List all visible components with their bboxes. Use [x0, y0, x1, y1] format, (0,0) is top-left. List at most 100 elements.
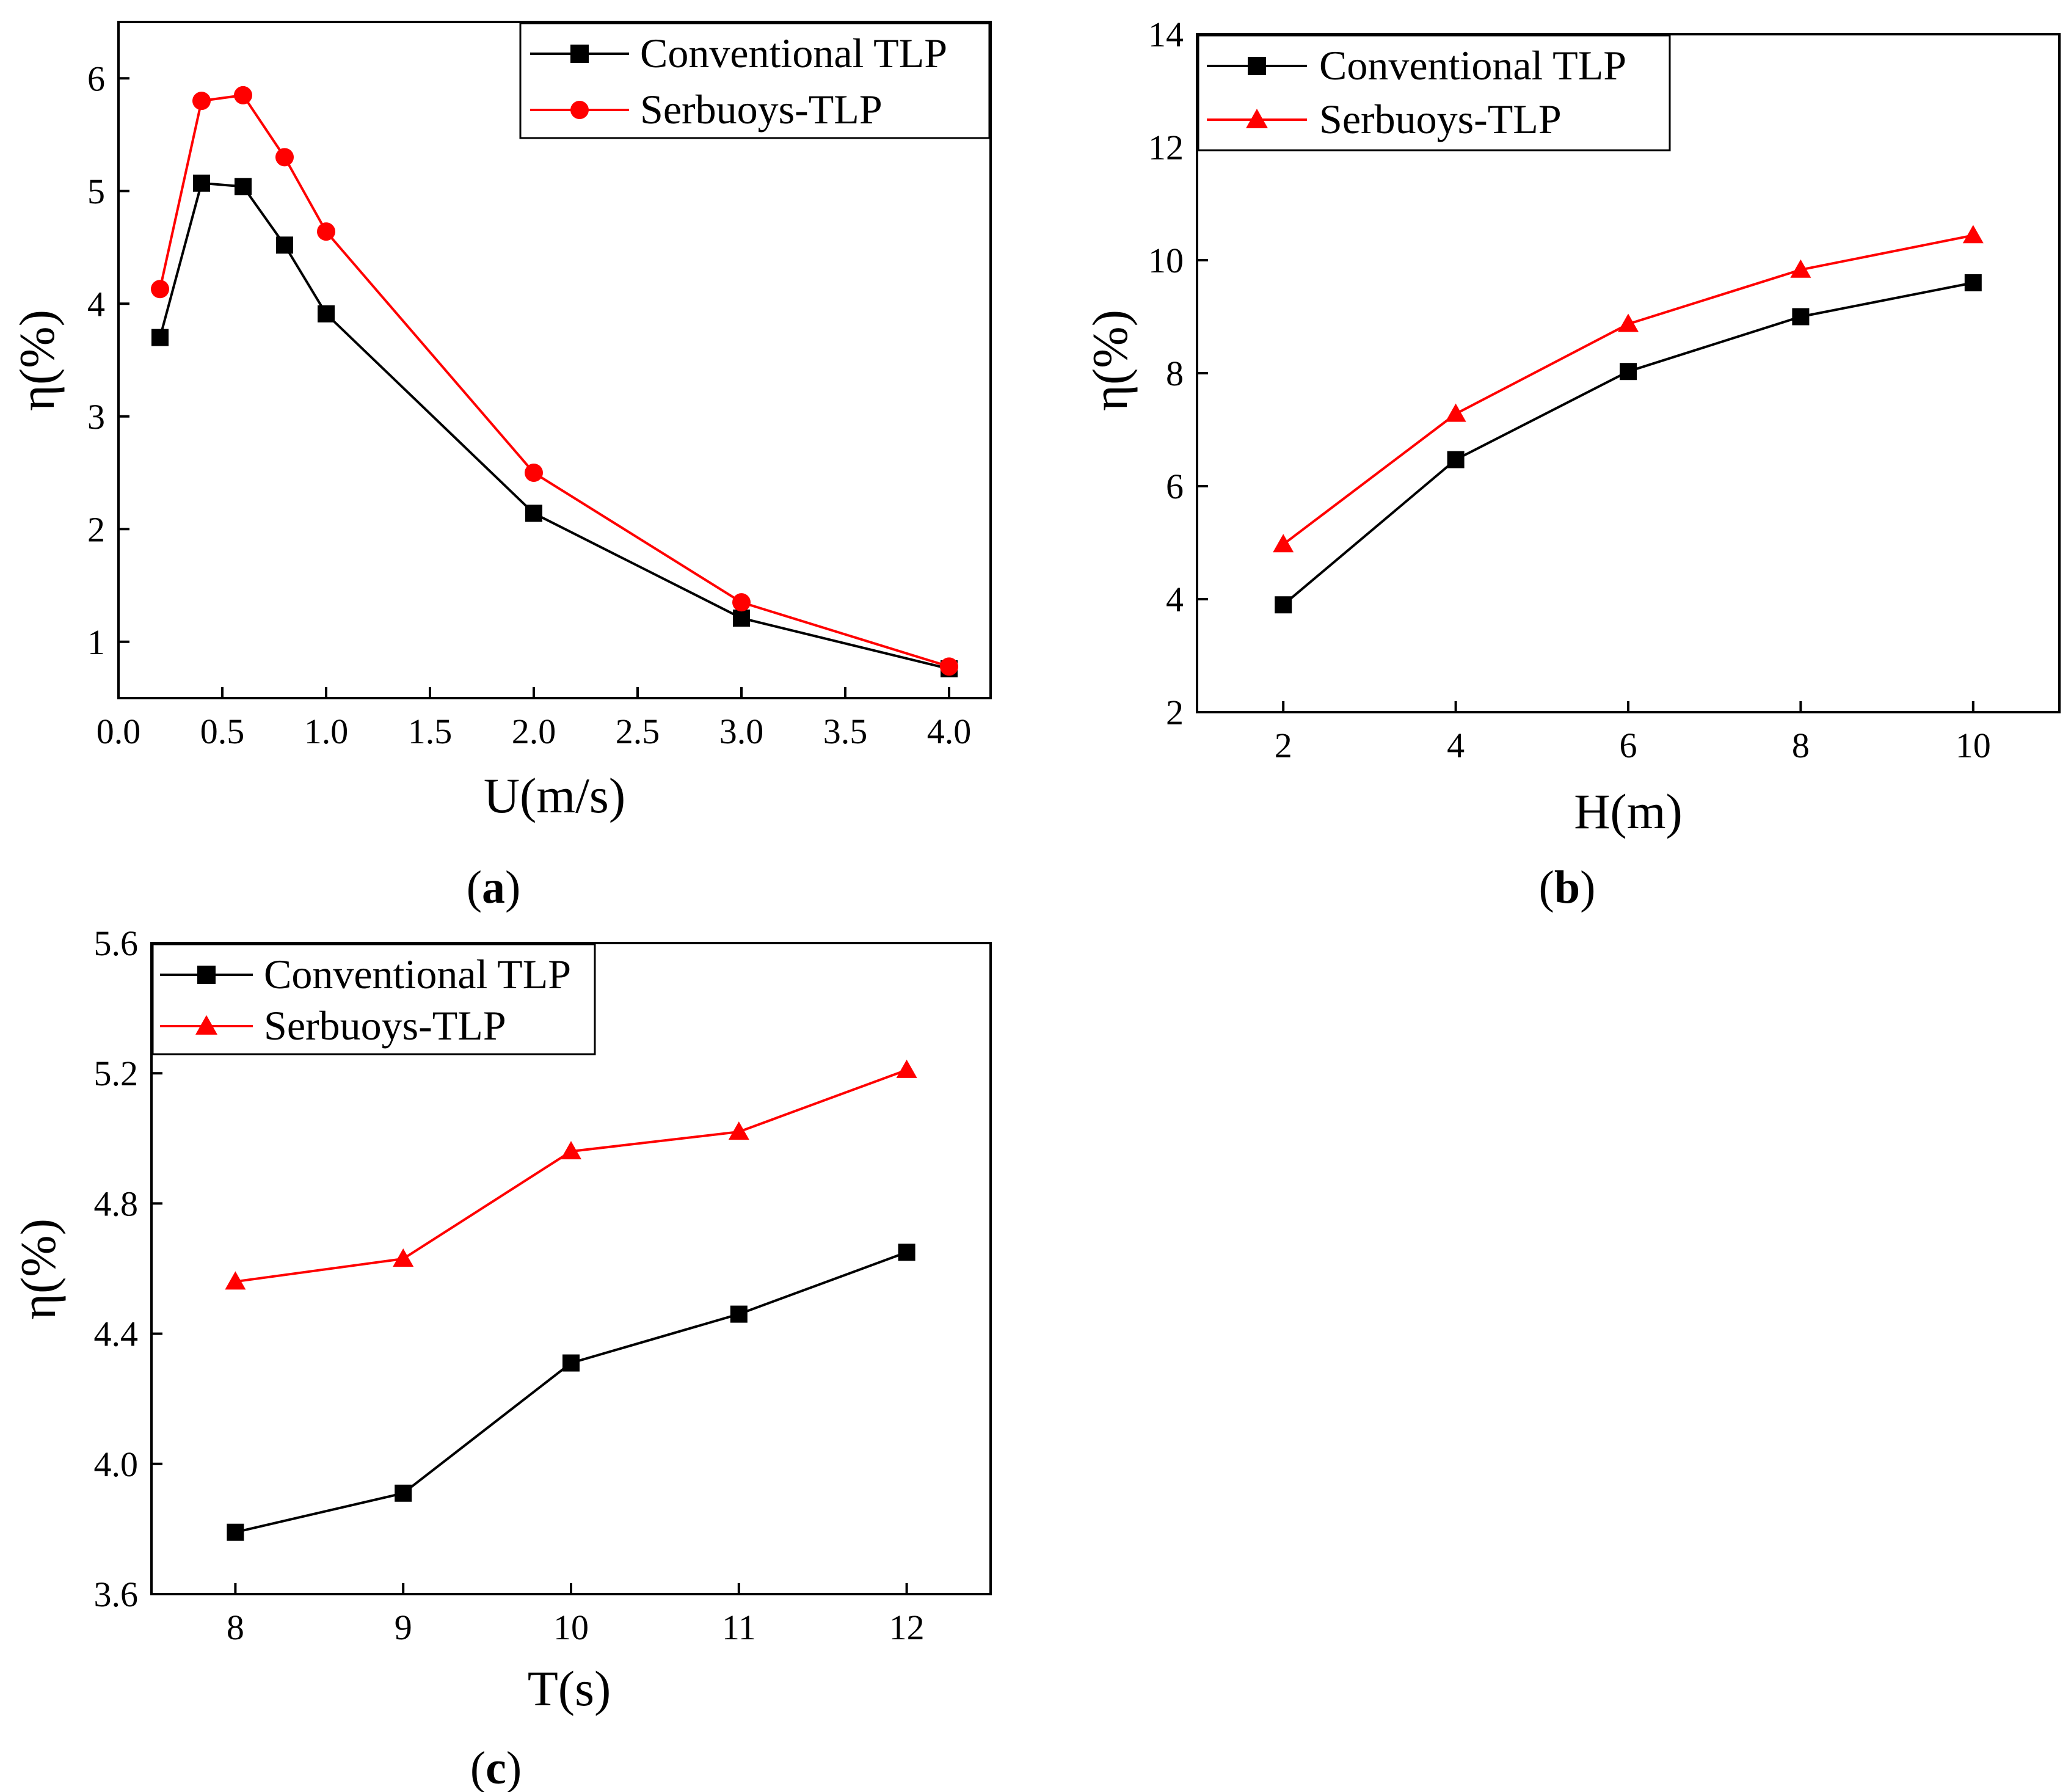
x-tick-label-c: 12: [889, 1608, 925, 1647]
x-axis-label-c: T(s): [528, 1661, 611, 1716]
data-point-serbuoys-tlp-c: [561, 1141, 581, 1160]
legend-label-serbuoys-b: Serbuoys-TLP: [1319, 96, 1562, 142]
data-point-conventional-tlp-c: [730, 1305, 748, 1323]
y-tick-label-c: 4.0: [94, 1444, 139, 1484]
panel-c: 8 9 10 11 12 3.6 4.0 4.4 4.8 5.2 5.6 Conventional …: [10, 923, 992, 1792]
data-point-serbuoys-tlp-c: [393, 1248, 414, 1267]
x-tick-label-a: 2.0: [512, 712, 556, 751]
legend-box-b: [1197, 34, 1671, 151]
data-point-conventional-tlp-a: [235, 178, 252, 195]
legend-box-a: [519, 22, 991, 139]
data-point-serbuoys-tlp-c: [728, 1121, 749, 1140]
series-line-conventional-tlp-a: [159, 181, 950, 670]
legend-label-serbuoys-a: Serbuoys-TLP: [640, 86, 883, 133]
x-tick-label-c: 8: [227, 1608, 244, 1647]
series-line-serbuoys-tlp-b: [1282, 234, 1974, 545]
series-line-conventional-tlp-c: [235, 1251, 908, 1534]
data-point-conventional-tlp-b: [1964, 274, 1982, 291]
legend-marker-triangle-c: [195, 1015, 217, 1035]
data-point-serbuoys-tlp-b: [1618, 313, 1639, 332]
y-tick-label-c: 4.4: [94, 1314, 139, 1354]
panel-caption-c: (c): [470, 1743, 522, 1792]
data-point-conventional-tlp-c: [395, 1484, 412, 1502]
y-tick-label-a: 4: [87, 284, 105, 324]
legend-label-conventional-a: Conventional TLP: [640, 30, 947, 76]
legend-b: Conventional TLP Serbuoys-TLP: [1197, 34, 1671, 151]
y-tick-label-a: 6: [87, 59, 105, 98]
plot-frame-a: [117, 21, 992, 699]
data-point-conventional-tlp-c: [227, 1523, 244, 1541]
y-tick-label-b: 10: [1148, 241, 1184, 280]
x-tick-label-a: 3.0: [719, 712, 764, 751]
data-point-conventional-tlp-a: [525, 504, 542, 522]
y-tick-label-c: 3.6: [94, 1575, 139, 1614]
data-point-serbuoys-tlp-b: [1273, 534, 1294, 553]
y-axis-label-a: η(%): [9, 310, 65, 411]
x-tick-label-b: 6: [1620, 726, 1637, 765]
data-point-conventional-tlp-b: [1275, 596, 1292, 614]
data-point-serbuoys-tlp-c: [225, 1271, 246, 1290]
panel-a: 0.0 0.5 1.0 1.5 2.0 2.5 3.0 3.5 4.0 1 2 3 4 5 6 Conven…: [9, 21, 992, 913]
data-point-conventional-tlp-b: [1447, 451, 1465, 468]
y-tick-label-a: 3: [87, 397, 105, 437]
series-c: [225, 1059, 917, 1541]
data-point-serbuoys-tlp-b: [1445, 403, 1466, 422]
y-tick-label-c: 5.2: [94, 1054, 139, 1093]
data-point-serbuoys-tlp-a: [317, 222, 335, 241]
data-point-conventional-tlp-b: [1792, 308, 1810, 326]
y-tick-label-a: 1: [87, 622, 105, 662]
x-tick-label-c: 9: [395, 1608, 412, 1647]
panel-caption-a: (a): [467, 862, 521, 913]
legend-c: Conventional TLP Serbuoys-TLP: [151, 943, 596, 1055]
y-tick-label-b: 4: [1166, 580, 1184, 619]
y-tick-label-a: 2: [87, 509, 105, 549]
series-line-serbuoys-tlp-c: [235, 1069, 908, 1283]
data-point-conventional-tlp-b: [1620, 363, 1637, 381]
legend-marker-square-b: [1248, 57, 1266, 75]
series-a: [151, 86, 958, 678]
x-tick-label-a: 2.5: [616, 712, 660, 751]
y-tick-label-b: 12: [1148, 128, 1184, 167]
data-point-serbuoys-tlp-a: [525, 464, 543, 482]
y-tick-label-b: 8: [1166, 354, 1184, 393]
x-tick-label-c: 11: [722, 1608, 756, 1647]
ticks-b: 2 4 6 8 10 2 4 6 8 10 12 14: [1148, 15, 1991, 765]
ticks-c: 8 9 10 11 12 3.6 4.0 4.4 4.8 5.2 5.6: [94, 923, 925, 1647]
data-point-conventional-tlp-a: [193, 174, 210, 192]
data-point-conventional-tlp-c: [562, 1354, 580, 1372]
y-axis-label-b: η(%): [1082, 310, 1138, 411]
x-axis-label-a: U(m/s): [484, 768, 625, 823]
panel-caption-b: (b): [1539, 862, 1596, 913]
ticks-a: 0.0 0.5 1.0 1.5 2.0 2.5 3.0 3.5 4.0 1 2 3 4 5 6: [87, 59, 971, 751]
data-point-serbuoys-tlp-b: [1790, 259, 1811, 278]
x-tick-label-a: 1.0: [304, 712, 349, 751]
data-point-conventional-tlp-a: [733, 610, 750, 627]
y-axis-label-c: η(%): [10, 1218, 66, 1320]
data-point-serbuoys-tlp-a: [234, 86, 252, 104]
legend-label-conventional-c: Conventional TLP: [264, 951, 571, 997]
y-tick-label-a: 5: [87, 172, 105, 211]
series-b: [1273, 225, 1984, 614]
y-tick-label-b: 2: [1166, 693, 1184, 732]
x-tick-label-b: 2: [1275, 726, 1292, 765]
legend-marker-triangle-b: [1246, 109, 1268, 128]
x-tick-label-b: 8: [1792, 726, 1810, 765]
x-tick-label-a: 1.5: [408, 712, 453, 751]
data-point-serbuoys-tlp-a: [192, 92, 211, 111]
x-tick-label-a: 0.0: [96, 712, 141, 751]
data-point-conventional-tlp-a: [318, 305, 335, 322]
data-point-serbuoys-tlp-a: [732, 593, 751, 612]
x-tick-label-a: 4.0: [927, 712, 972, 751]
y-tick-label-c: 5.6: [94, 923, 139, 963]
data-point-serbuoys-tlp-b: [1962, 225, 1984, 244]
y-tick-label-b: 14: [1148, 15, 1184, 54]
legend-a: Conventional TLP Serbuoys-TLP: [519, 22, 991, 139]
legend-marker-square-a: [570, 45, 589, 63]
data-point-conventional-tlp-a: [151, 329, 169, 346]
legend-marker-circle-a: [570, 101, 589, 119]
data-point-conventional-tlp-c: [898, 1244, 915, 1261]
x-tick-label-b: 4: [1447, 726, 1465, 765]
x-tick-label-c: 10: [553, 1608, 589, 1647]
data-point-serbuoys-tlp-c: [896, 1059, 917, 1078]
x-tick-label-a: 3.5: [823, 712, 868, 751]
